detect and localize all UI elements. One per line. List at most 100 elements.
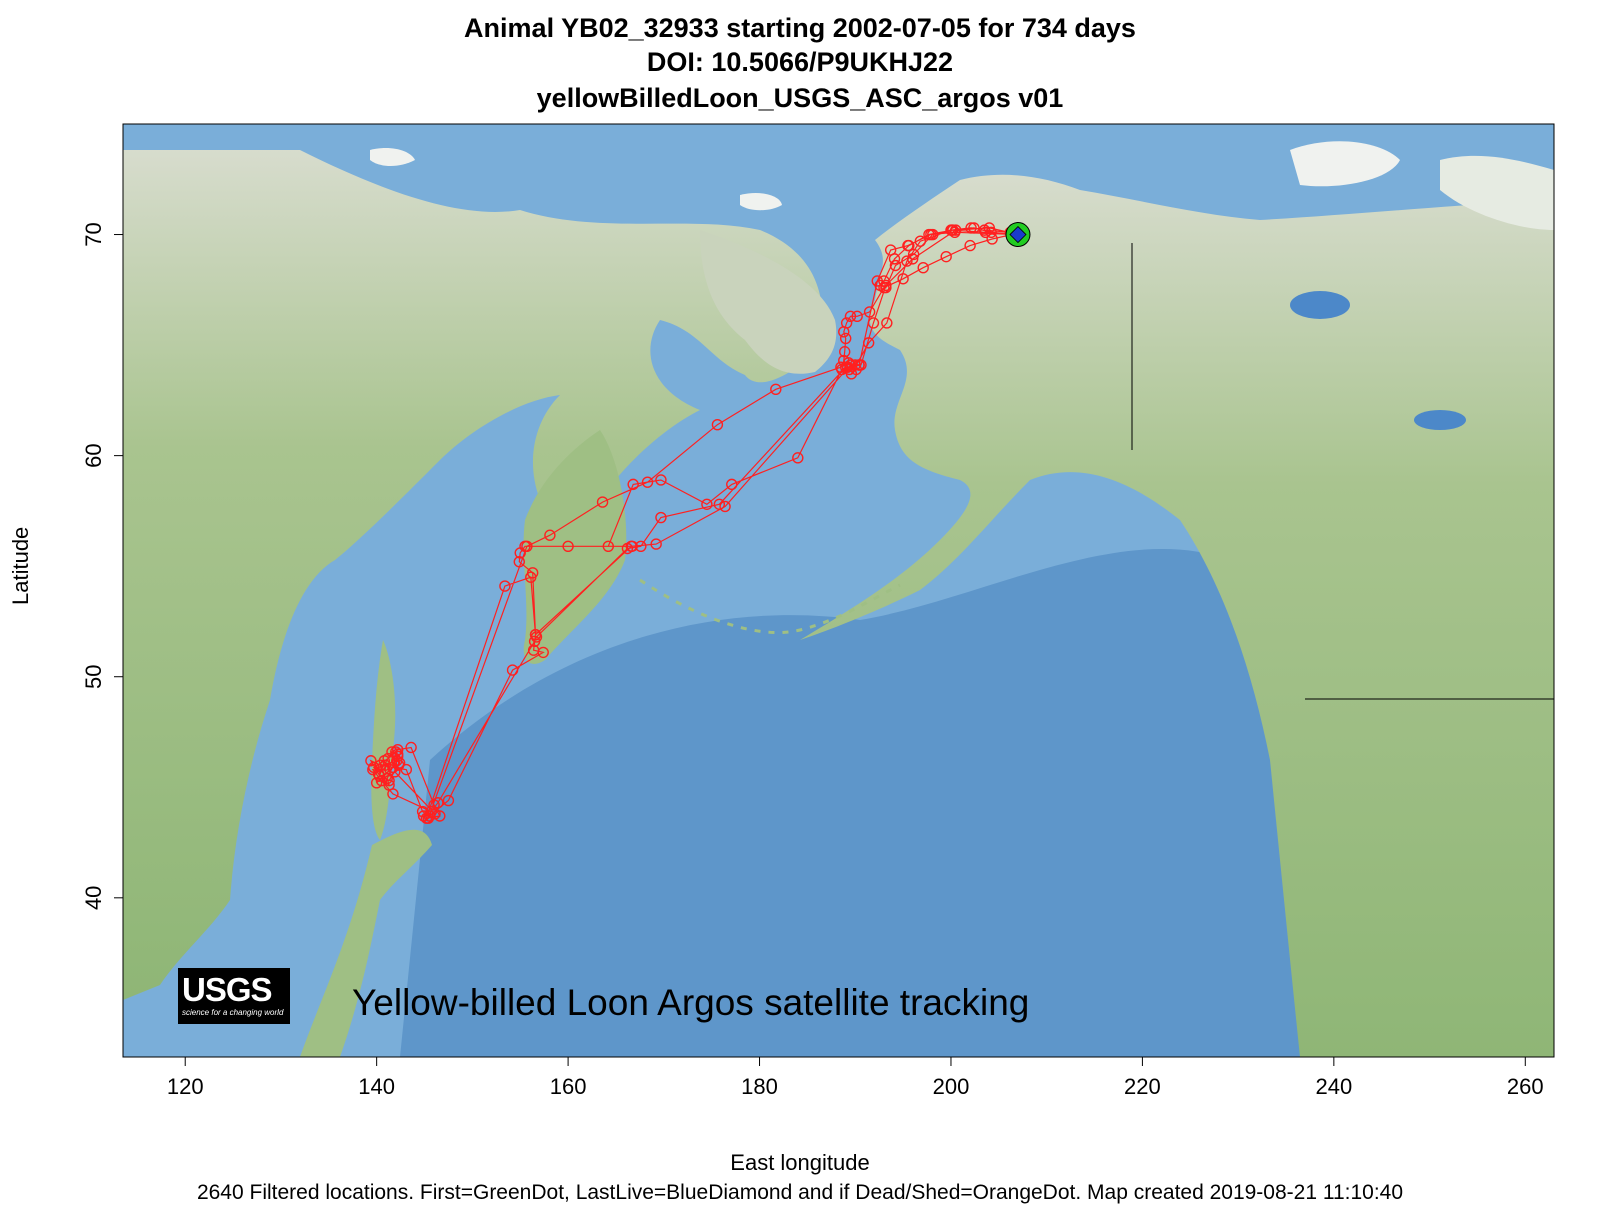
track-point bbox=[719, 500, 731, 513]
track-point bbox=[840, 317, 853, 329]
usgs-logo-text: USGS bbox=[182, 971, 273, 1008]
track-point bbox=[867, 317, 880, 329]
title-line-3: yellowBilledLoon_USGS_ASC_argos v01 bbox=[536, 83, 1064, 113]
track-point bbox=[442, 794, 455, 807]
track-point bbox=[390, 746, 402, 758]
track-point bbox=[770, 383, 782, 396]
wrangel-island bbox=[740, 193, 782, 211]
track-point bbox=[979, 226, 992, 239]
track-point bbox=[514, 547, 526, 559]
track-point bbox=[845, 368, 858, 380]
usgs-logo-tagline: science for a changing world bbox=[182, 1008, 284, 1017]
footer-note: 2640 Filtered locations. First=GreenDot,… bbox=[196, 1181, 1404, 1204]
x-axis-label: East longitude bbox=[730, 1150, 870, 1175]
arctic-island-ice-3 bbox=[370, 148, 415, 166]
track-point bbox=[392, 743, 404, 756]
track-point bbox=[521, 540, 533, 552]
y-tick-label: 40 bbox=[81, 886, 106, 910]
track-point bbox=[889, 259, 902, 272]
plot-frame bbox=[122, 123, 1555, 1058]
kamchatka-peninsula bbox=[523, 430, 627, 664]
track-point bbox=[986, 233, 998, 245]
track-point bbox=[544, 529, 556, 541]
track-point bbox=[897, 273, 909, 285]
track-point bbox=[392, 759, 405, 771]
map-label: Yellow-billed Loon Argos satellite track… bbox=[352, 982, 1030, 1023]
x-tick-label: 260 bbox=[1507, 1074, 1544, 1099]
track-point bbox=[839, 332, 852, 345]
track-point bbox=[946, 224, 958, 236]
japan-islands bbox=[300, 829, 432, 1057]
track-point bbox=[525, 571, 537, 583]
track-point bbox=[881, 317, 893, 329]
track-point bbox=[365, 755, 377, 767]
x-axis: 120 140 160 180 200 220 240 260 bbox=[167, 1057, 1544, 1099]
y-axis: 40 50 60 70 bbox=[81, 222, 123, 910]
track-point bbox=[420, 812, 433, 824]
track-point bbox=[506, 664, 519, 676]
track-point bbox=[878, 281, 890, 294]
track-point bbox=[382, 752, 394, 765]
track-point bbox=[387, 788, 399, 800]
aleutian-islands bbox=[639, 578, 901, 634]
track-point bbox=[389, 766, 401, 778]
deep-ocean-area bbox=[400, 548, 1300, 1057]
track-point bbox=[625, 540, 637, 552]
track-point bbox=[940, 250, 952, 263]
y-tick-label: 70 bbox=[81, 222, 106, 246]
track-point bbox=[950, 224, 962, 236]
basemap bbox=[123, 124, 1554, 1057]
track-point bbox=[862, 337, 875, 349]
track-point bbox=[880, 279, 892, 292]
track-point bbox=[965, 222, 977, 234]
last-live-diamond bbox=[1009, 225, 1027, 244]
track-point bbox=[655, 511, 667, 524]
track-point bbox=[375, 774, 388, 787]
north-america-landmass bbox=[800, 174, 1554, 1057]
track-point bbox=[641, 476, 654, 488]
track-point bbox=[428, 799, 440, 811]
track-point bbox=[368, 761, 380, 774]
track-point bbox=[383, 774, 395, 787]
track-point bbox=[917, 262, 929, 274]
great-bear-lake bbox=[1290, 291, 1350, 319]
y-axis-label: Latitude bbox=[8, 526, 33, 605]
track-point bbox=[844, 310, 857, 323]
track-point bbox=[871, 275, 883, 287]
track-point bbox=[392, 748, 404, 760]
great-slave-lake bbox=[1414, 410, 1466, 430]
y-tick-label: 60 bbox=[81, 443, 106, 467]
x-tick-label: 200 bbox=[933, 1074, 970, 1099]
track-point bbox=[726, 478, 738, 491]
track-point bbox=[655, 474, 667, 486]
track-point bbox=[596, 496, 609, 508]
track-point bbox=[925, 228, 937, 241]
track-point bbox=[964, 239, 976, 252]
track-point bbox=[537, 646, 549, 659]
track-point bbox=[701, 498, 713, 510]
track-point bbox=[906, 253, 919, 265]
x-tick-label: 240 bbox=[1315, 1074, 1352, 1099]
arctic-island-ice-1 bbox=[1290, 141, 1400, 187]
title-line-2: DOI: 10.5066/P9UKHJ22 bbox=[646, 47, 954, 77]
track-point bbox=[792, 452, 804, 464]
track-layer bbox=[365, 222, 1031, 824]
track-point bbox=[907, 248, 920, 261]
track-point bbox=[627, 478, 639, 491]
track-point bbox=[379, 759, 391, 771]
track-point bbox=[499, 580, 511, 592]
track-point bbox=[914, 235, 927, 247]
usgs-logo: USGS science for a changing world bbox=[178, 968, 290, 1024]
track-point bbox=[513, 556, 525, 568]
track-point bbox=[602, 540, 614, 552]
chukotka bbox=[700, 230, 837, 374]
x-tick-label: 220 bbox=[1124, 1074, 1161, 1099]
track-point bbox=[528, 635, 541, 648]
asia-landmass bbox=[123, 150, 823, 1000]
track-point bbox=[839, 346, 851, 358]
track-point bbox=[713, 498, 726, 510]
track-point bbox=[884, 244, 897, 256]
y-tick-label: 50 bbox=[81, 664, 106, 688]
track-point bbox=[434, 810, 446, 822]
